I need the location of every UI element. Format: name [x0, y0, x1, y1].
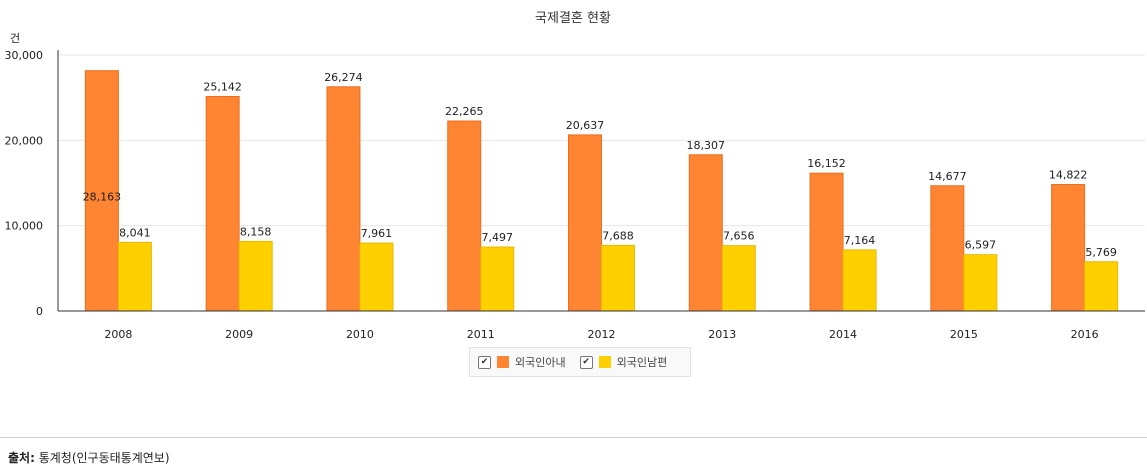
data-label: 7,688: [602, 229, 634, 242]
x-tick-label: 2009: [225, 328, 253, 340]
bar-husband: [963, 254, 998, 312]
x-tick-label: 2015: [950, 328, 978, 340]
bar-wife: [688, 154, 723, 312]
data-label: 14,822: [1049, 169, 1088, 182]
bar-husband: [721, 245, 756, 312]
legend-swatch: [497, 356, 509, 368]
data-label: 7,497: [481, 231, 513, 244]
checkbox-icon[interactable]: ✔: [478, 355, 491, 369]
y-tick-label: 30,000: [5, 49, 44, 62]
bar-wife: [84, 70, 119, 312]
y-tick-label: 0: [36, 305, 43, 318]
bar-wife: [809, 172, 844, 312]
x-tick-label: 2011: [467, 328, 495, 340]
data-label: 5,769: [1085, 246, 1117, 259]
data-label: 8,041: [119, 226, 151, 239]
checkbox-icon[interactable]: ✔: [579, 355, 593, 369]
bar-wife: [930, 185, 965, 312]
bar-wife: [326, 86, 361, 312]
data-label: 22,265: [445, 105, 484, 118]
data-label: 8,158: [240, 225, 272, 238]
data-label: 16,152: [807, 157, 846, 170]
x-tick-label: 2012: [588, 328, 616, 340]
bar-wife: [1051, 184, 1086, 312]
y-tick-label: 20,000: [5, 134, 44, 147]
bars-group: 28,163 8,041 25,142 8,158 26,274 7,961 22,265 7…: [83, 70, 1119, 312]
bar-husband: [1084, 261, 1119, 312]
x-tick-label: 2008: [104, 328, 132, 340]
bar-husband: [601, 244, 635, 312]
bar-husband: [117, 241, 152, 312]
source-label: 출처:: [8, 451, 35, 465]
y-axis-unit: 건: [10, 32, 20, 45]
data-label: 18,307: [687, 139, 726, 152]
bar-wife: [568, 134, 602, 312]
data-label: 26,274: [324, 71, 363, 84]
data-label: 20,637: [566, 119, 605, 132]
source-text: 통계청(인구동태통계연보): [38, 451, 170, 465]
y-tick-label: 10,000: [5, 220, 44, 233]
bar-husband: [238, 240, 273, 312]
legend-label: 외국인남편: [616, 356, 668, 369]
data-label: 28,163: [83, 190, 122, 203]
data-label: 7,656: [723, 230, 755, 243]
legend: ✔ 외국인아내 ✔ 외국인남편: [469, 347, 691, 377]
bar-wife: [447, 120, 482, 312]
source-note: 출처: 통계청(인구동태통계연보): [8, 449, 170, 466]
footer-divider: [0, 437, 1147, 438]
bar-husband: [359, 242, 394, 312]
legend-item-husband[interactable]: ✔ 외국인남편: [579, 354, 668, 370]
bar-chart: 국제결혼 현황 건 0 10,000 20,000 30,000 28,163 8,04…: [5, 11, 1145, 340]
data-label: 7,961: [361, 227, 393, 240]
x-tick-label: 2010: [346, 328, 374, 340]
data-label: 25,142: [203, 80, 242, 93]
chart-title: 국제결혼 현황: [535, 11, 611, 26]
bar-husband: [842, 249, 877, 312]
data-label: 6,597: [965, 239, 997, 252]
y-axis-ticks: 0 10,000 20,000 30,000: [5, 49, 44, 318]
x-axis-ticks: 2008 2009 2010 2011 2012 2013 2014 2015 2016: [104, 328, 1098, 340]
legend-item-wife[interactable]: ✔ 외국인아내: [478, 354, 566, 370]
bar-husband: [480, 246, 515, 312]
data-label: 7,164: [844, 234, 876, 247]
x-tick-label: 2016: [1071, 328, 1099, 340]
x-tick-label: 2014: [829, 328, 857, 340]
data-label: 14,677: [928, 170, 967, 183]
legend-label: 외국인아내: [515, 356, 566, 369]
x-tick-label: 2013: [708, 328, 736, 340]
legend-swatch: [598, 356, 611, 368]
bar-wife: [205, 95, 240, 312]
